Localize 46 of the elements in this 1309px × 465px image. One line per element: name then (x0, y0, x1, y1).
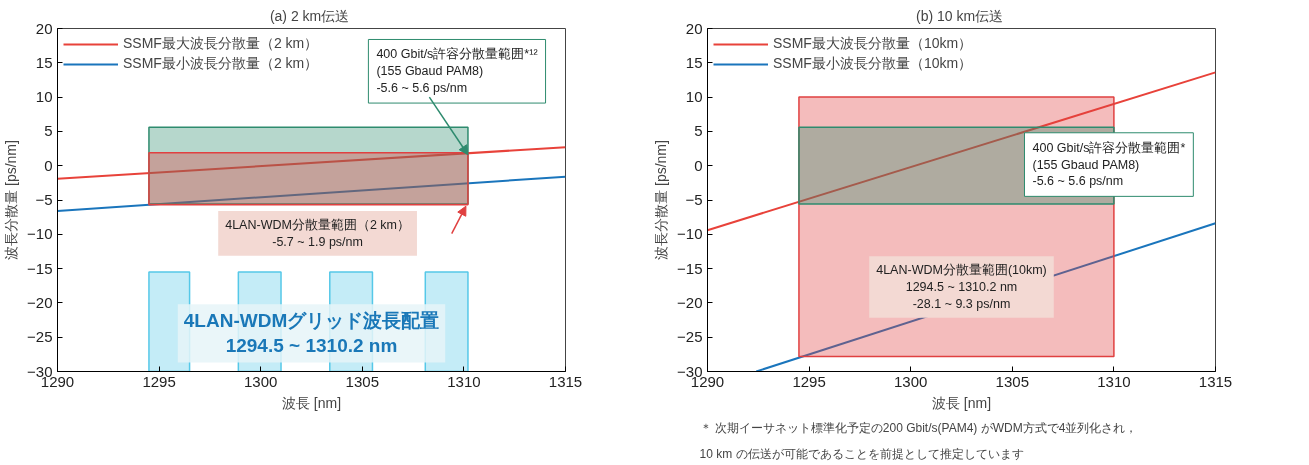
legend-label: SSMF最大波長分散量（10km） (773, 35, 973, 53)
y-tick-label: 0 (694, 156, 703, 174)
legend-label: SSMF最大波長分散量（2 km） (123, 35, 319, 53)
y-axis-title: 波長分散量 [ps/nm] (653, 140, 670, 260)
y-tick-label: 10 (685, 88, 703, 106)
y-tick-label: −10 (27, 225, 53, 243)
x-tick-label: 1305 (995, 372, 1029, 390)
y-tick-label: 15 (685, 53, 703, 71)
y-tick-label: −15 (677, 259, 703, 277)
annotation: 400 Gbit/s許容分散量範囲*¹² (155 Gbaud PAM8) -5.6 ~ 5.6 ps/nm (376, 46, 538, 96)
x-tick-label: 1310 (447, 372, 481, 390)
y-tick-label: −25 (677, 328, 703, 346)
annotation: 4LAN-WDM分散量範囲（2 km） -5.7 ~ 1.9 ps/nm (225, 217, 410, 249)
chart-title: (b) 10 km伝送 (915, 7, 1004, 24)
y-tick-label: −10 (677, 225, 703, 243)
x-tick-label: 1310 (1097, 372, 1131, 390)
y-tick-label: −15 (27, 259, 53, 277)
x-tick-label: 1300 (244, 372, 278, 390)
y-tick-label: 5 (694, 122, 703, 140)
y-tick-label: −5 (685, 191, 703, 208)
y-tick-label: 20 (685, 19, 703, 37)
y-tick-label: −20 (677, 293, 703, 311)
y-tick-label: 15 (35, 53, 53, 71)
y-tick-label: −20 (27, 293, 53, 311)
legend-label: SSMF最小波長分散量（2 km） (123, 55, 319, 73)
text: ＊ 次期イーサネット標準化予定の200 Gbit/s(PAM4) がWDM方式で4並列化され， 10 km の伝送が可能であることを前提として推定しています (699, 420, 1138, 461)
y-axis-title: 波長分散量 [ps/nm] (3, 140, 20, 260)
x-tick-label: 1315 (548, 372, 583, 390)
annotation: 4LAN-WDMグリッド波長配置 1294.5 ~ 1310.2 nm (183, 310, 440, 357)
y-tick-label: 5 (44, 122, 53, 140)
y-tick-label: 0 (44, 156, 53, 174)
x-tick-label: 1315 (1198, 372, 1233, 390)
x-tick-label: 1300 (894, 372, 928, 390)
x-axis-title: 波長 [nm] (281, 394, 342, 411)
legend-label: SSMF最小波長分散量（10km） (773, 55, 973, 73)
x-axis-title: 波長 [nm] (931, 394, 992, 411)
x-tick-label: 1295 (142, 372, 176, 390)
y-tick-label: 20 (35, 19, 53, 37)
annotation: 400 Gbit/s許容分散量範囲* (155 Gbaud PAM8) -5.6 ~ 5.6 ps/nm (1032, 139, 1186, 189)
x-tick-label: 1295 (792, 372, 826, 390)
y-tick-label: −25 (27, 328, 53, 346)
chart-title: (a) 2 km伝送 (269, 7, 350, 24)
y-tick-label: 10 (35, 88, 53, 106)
annotation: 4LAN-WDM分散量範囲(10km) 1294.5 ~ 1310.2 nm -28.1 ~ 9.3 ps/nm (876, 263, 1047, 311)
x-tick-label: 1305 (345, 372, 379, 390)
y-tick-label: −5 (35, 191, 53, 208)
